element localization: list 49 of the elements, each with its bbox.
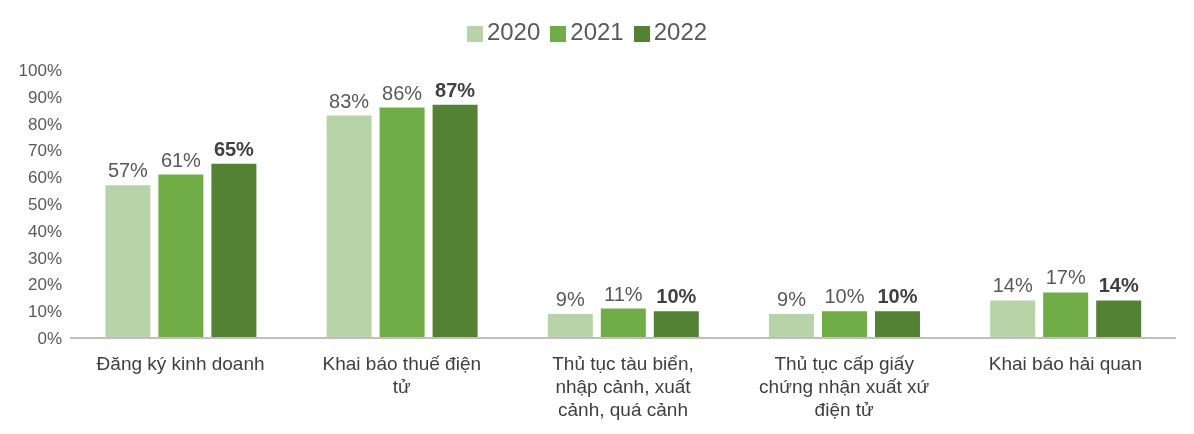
y-tick-label: 0% [37, 329, 62, 349]
bar [1096, 300, 1142, 338]
bar [547, 313, 593, 338]
data-label: 10% [824, 285, 865, 308]
data-label: 14% [992, 274, 1033, 297]
x-tick-label: Đăng ký kinh doanh [96, 353, 265, 374]
y-tick-label: 30% [27, 248, 62, 268]
y-tick-label: 40% [27, 221, 62, 241]
bar [379, 107, 425, 338]
bar [653, 311, 699, 338]
data-label: 10% [656, 285, 697, 308]
bar [211, 163, 257, 338]
data-label: 86% [382, 81, 423, 104]
bar [158, 174, 204, 338]
bar [768, 313, 814, 338]
bar [990, 300, 1036, 338]
bar [821, 311, 867, 338]
bar [874, 311, 920, 338]
x-tick-label: Thủ tục tàu biển, nhập cảnh, xuất cảnh, quá cảnh [552, 353, 694, 420]
data-label: 11% [604, 282, 643, 305]
data-label: 14% [1098, 274, 1139, 297]
y-tick-label: 10% [27, 302, 62, 322]
data-label: 61% [160, 148, 202, 171]
x-tick-label: Khai báo hải quan [988, 353, 1142, 374]
bar [600, 308, 646, 338]
legend-label: 2020 [486, 18, 541, 45]
y-tick-label: 80% [27, 114, 62, 134]
data-label: 10% [877, 285, 918, 308]
y-tick-label: 60% [27, 168, 62, 188]
data-label: 87% [435, 78, 476, 101]
bar [432, 104, 478, 338]
data-label: 65% [213, 137, 255, 160]
data-label: 57% [107, 159, 149, 182]
data-label: 9% [777, 287, 807, 310]
y-tick-label: 90% [27, 87, 62, 107]
x-tick-label: Khai báo thuế điện tử [322, 353, 482, 397]
bar [326, 115, 372, 338]
bar [1043, 292, 1089, 338]
y-tick-label: 50% [27, 195, 62, 215]
data-label: 9% [555, 287, 585, 310]
y-tick-label: 100% [18, 61, 62, 81]
y-tick-label: 20% [27, 275, 62, 295]
y-tick-label: 70% [27, 141, 62, 161]
x-tick-label: Thủ tục cấp giấy chứng nhận xuất xứ điện tử [759, 353, 930, 420]
bar [105, 185, 151, 338]
data-label: 83% [329, 89, 370, 112]
data-label: 17% [1045, 266, 1086, 289]
legend-label: 2022 [653, 18, 708, 45]
legend-label: 2021 [570, 18, 624, 45]
